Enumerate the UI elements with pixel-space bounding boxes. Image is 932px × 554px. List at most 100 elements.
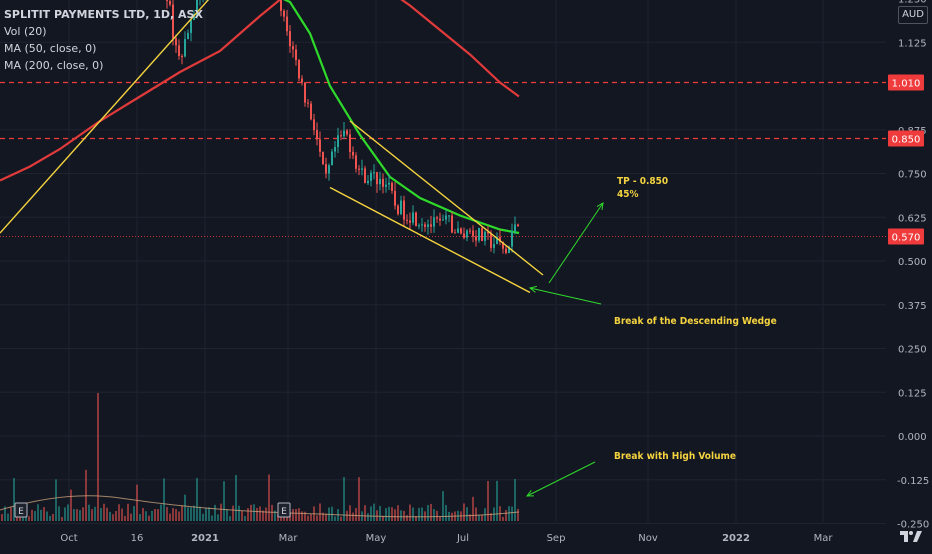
candle-body (373, 172, 375, 174)
candle-body (280, 0, 282, 11)
volume-bar (235, 475, 237, 521)
candle-body (367, 180, 369, 184)
volume-bar (148, 515, 150, 521)
volume-bar (253, 504, 255, 521)
candles (166, 0, 519, 255)
candle-body (439, 218, 441, 221)
volume-bar (247, 508, 249, 521)
volume-bar (118, 504, 120, 521)
candle-body (391, 182, 393, 191)
volume-bar (481, 514, 483, 521)
candle-body (481, 228, 483, 241)
x-tick-label: Oct (60, 533, 77, 544)
volume-bar (34, 511, 36, 521)
horizontal-levels (0, 81, 886, 237)
candle-body (364, 168, 366, 184)
candle-body (388, 182, 390, 185)
earnings-marker (14, 502, 28, 518)
volume-bar (259, 506, 261, 521)
candle-body (307, 102, 309, 104)
volume-bar (514, 479, 516, 521)
volume-bar (121, 508, 123, 521)
y-tick-label: 1.250 (898, 0, 927, 6)
candle-body (460, 228, 462, 234)
volume-break-arrow (526, 461, 596, 497)
tp-arrow-head (596, 202, 604, 210)
volume-bar (490, 513, 492, 521)
candle-body (355, 155, 357, 169)
volume-bar (397, 505, 399, 521)
candle-body (187, 32, 189, 40)
volume-bar (46, 511, 48, 521)
ma50-line (283, 0, 520, 235)
volume-bar (52, 513, 54, 521)
candle-body (316, 130, 318, 140)
volume-bar (145, 511, 147, 521)
volume-bar (241, 510, 243, 521)
candle-body (301, 78, 303, 83)
volume-bar (109, 511, 111, 521)
volume-bar (175, 509, 177, 521)
candle-body (343, 130, 345, 137)
volume-bar (445, 504, 447, 521)
volume-bar (40, 509, 42, 521)
wedge-lower-line (329, 186, 531, 294)
volume-bar (55, 479, 57, 521)
volume-bar (307, 515, 309, 521)
y-tick-label: 0.375 (898, 301, 927, 312)
candle-body (493, 244, 495, 248)
candle-body (496, 237, 498, 245)
volume-bar (67, 504, 69, 521)
volume-bar (142, 507, 144, 521)
volume-bar (139, 514, 141, 521)
candle-body (319, 139, 321, 152)
volume-bar (325, 513, 327, 521)
volume-bar (223, 481, 225, 521)
volume-bar (349, 505, 351, 521)
volume-bar (76, 509, 78, 521)
candle-body (442, 219, 444, 221)
wedge-break-arrow-head (528, 285, 537, 293)
ma200-line (0, 0, 520, 182)
candle-body (514, 224, 516, 232)
candle-body (358, 168, 360, 170)
volume-bar (304, 511, 306, 521)
candle-body (409, 220, 411, 223)
volume-bar (295, 509, 297, 521)
volume-bar (214, 504, 216, 521)
wedge-break-arrow (529, 287, 602, 305)
candle-body (406, 219, 408, 221)
candle-body (289, 31, 291, 47)
volume-bar (28, 516, 30, 521)
candle-body (469, 230, 471, 232)
candle-body (310, 103, 312, 120)
y-tick-label: 0.500 (898, 257, 927, 268)
volume-bar (343, 477, 345, 521)
volume-bar (157, 509, 159, 521)
volume-bar (472, 496, 474, 521)
volume-bar (415, 516, 417, 521)
candle-body (340, 135, 342, 137)
volume-break-label: Break with High Volume (614, 451, 736, 462)
volume-bar (97, 393, 99, 521)
candle-body (337, 135, 339, 148)
candle-body (292, 46, 294, 50)
tradingview-logo-icon[interactable] (899, 528, 923, 544)
earnings-marker-label: E (18, 507, 24, 517)
volume-bar (190, 507, 192, 521)
x-tick-label: Sep (547, 533, 566, 544)
volume-bar (208, 507, 210, 521)
volume-bar (370, 506, 372, 521)
volume-bar (442, 491, 444, 521)
wedge-upper-line (349, 120, 544, 276)
candle-body (178, 45, 180, 57)
volume-bar (169, 513, 171, 521)
volume-bar (37, 504, 39, 521)
y-tick-label: 0.750 (898, 170, 927, 181)
volume-bar (94, 506, 96, 521)
currency-button[interactable]: AUD (898, 6, 928, 24)
candle-body (325, 164, 327, 174)
candle-body (349, 134, 351, 152)
candle-body (463, 233, 465, 238)
